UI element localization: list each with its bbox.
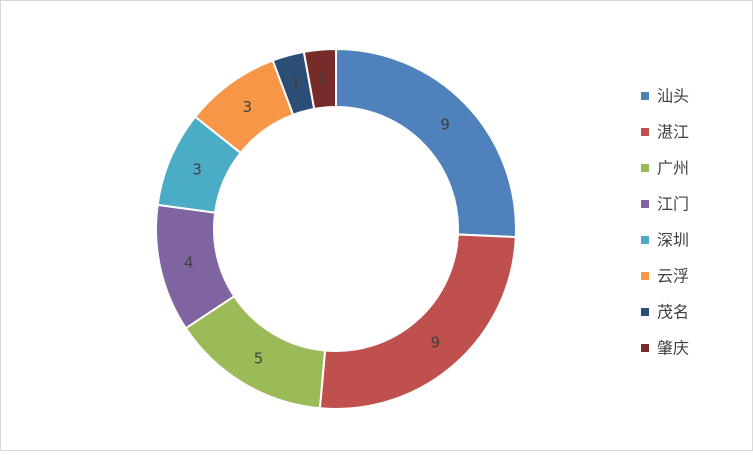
legend-swatch-6 — [641, 272, 649, 280]
slice-2 — [318, 233, 517, 410]
legend-label-5: 深圳 — [657, 231, 689, 250]
legend-label-7: 茂名 — [657, 303, 689, 322]
data-label-4: 4 — [184, 254, 194, 272]
legend-label-6: 云浮 — [657, 267, 689, 286]
legend-label-1: 汕头 — [657, 87, 689, 106]
data-label-1: 9 — [440, 116, 450, 134]
data-labels: 9 9 5 4 3 3 1 1 — [184, 70, 450, 368]
legend-swatch-5 — [641, 236, 649, 244]
data-label-2: 9 — [431, 334, 441, 352]
legend-swatch-3 — [641, 164, 649, 172]
legend-swatch-8 — [641, 344, 649, 352]
legend-swatch-7 — [641, 308, 649, 316]
legend-label-2: 湛江 — [657, 123, 689, 142]
legend-swatch-2 — [641, 128, 649, 136]
legend-label-3: 广州 — [657, 159, 689, 178]
legend-label-4: 江门 — [657, 195, 689, 214]
slice-1 — [335, 47, 517, 239]
data-label-5: 3 — [192, 161, 202, 179]
data-label-6: 3 — [242, 98, 252, 116]
legend-swatch-4 — [641, 200, 649, 208]
legend-label-8: 肇庆 — [657, 339, 689, 358]
slice-8 — [302, 47, 337, 111]
data-label-8: 1 — [318, 70, 328, 88]
doughnut-slices — [155, 47, 517, 410]
data-label-7: 1 — [291, 74, 301, 92]
data-label-3: 5 — [254, 350, 264, 368]
legend-swatch-1 — [641, 92, 649, 100]
